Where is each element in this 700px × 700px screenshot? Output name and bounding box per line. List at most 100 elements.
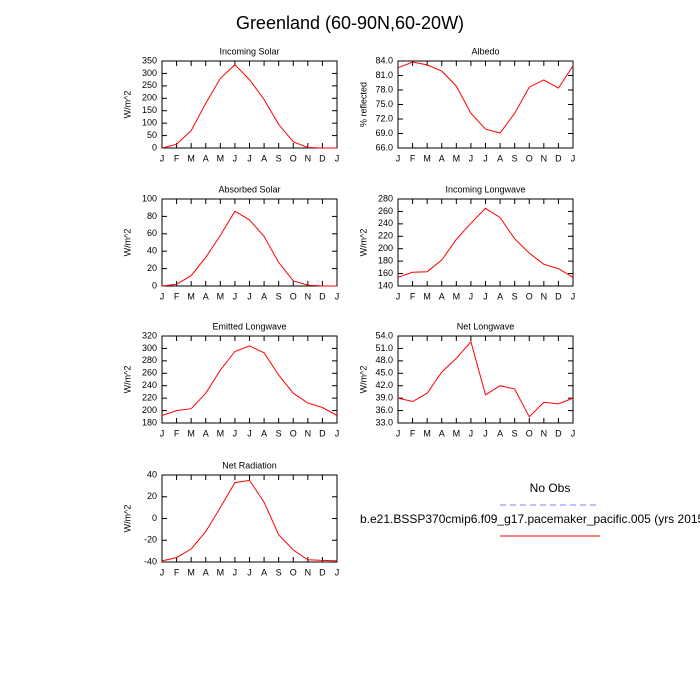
x-tick-label: J	[335, 567, 340, 577]
y-tick-label: 51.0	[375, 343, 393, 353]
y-tick-label: 69.0	[375, 128, 393, 138]
x-tick-label: J	[160, 428, 165, 438]
x-tick-label: J	[233, 567, 238, 577]
x-tick-label: F	[410, 153, 416, 163]
x-tick-label: A	[497, 153, 503, 163]
y-tick-label: 300	[142, 68, 157, 78]
x-tick-label: J	[571, 153, 576, 163]
y-tick-label: 75.0	[375, 99, 393, 109]
x-tick-label: F	[174, 567, 180, 577]
x-tick-label: A	[439, 428, 445, 438]
plot-frame	[397, 60, 574, 149]
x-tick-label: J	[571, 428, 576, 438]
x-tick-label: J	[247, 428, 252, 438]
y-tick-label: 200	[142, 405, 157, 415]
x-tick-label: J	[247, 291, 252, 301]
y-tick-label: 20	[147, 263, 157, 273]
y-tick-label: 45.0	[375, 368, 393, 378]
x-tick-label: F	[174, 291, 180, 301]
x-tick-label: A	[497, 291, 503, 301]
plot-frame	[397, 335, 574, 424]
x-tick-label: O	[290, 428, 297, 438]
y-tick-label: 280	[378, 193, 393, 203]
y-tick-label: 39.0	[375, 393, 393, 403]
y-tick-label: 48.0	[375, 355, 393, 365]
y-tick-label: 180	[142, 417, 157, 427]
y-tick-label: 160	[378, 268, 393, 278]
x-tick-label: F	[174, 153, 180, 163]
x-tick-label: A	[497, 428, 503, 438]
x-tick-label: S	[512, 291, 518, 301]
x-tick-label: J	[469, 428, 474, 438]
y-tick-label: 72.0	[375, 113, 393, 123]
x-tick-label: A	[439, 291, 445, 301]
y-tick-label: -20	[144, 535, 157, 545]
y-tick-label: 280	[142, 355, 157, 365]
x-tick-label: M	[187, 153, 195, 163]
x-tick-label: O	[290, 567, 297, 577]
y-tick-label: 250	[142, 80, 157, 90]
x-tick-label: M	[453, 428, 461, 438]
x-tick-label: M	[423, 428, 431, 438]
x-tick-label: O	[290, 153, 297, 163]
data-line	[161, 64, 337, 149]
x-tick-label: A	[203, 567, 209, 577]
x-tick-label: J	[247, 153, 252, 163]
y-tick-label: 42.0	[375, 380, 393, 390]
y-axis-label: W/m^2	[122, 229, 132, 257]
y-axis-label: W/m^2	[122, 91, 132, 119]
y-tick-label: 0	[152, 142, 157, 152]
x-tick-label: A	[261, 428, 267, 438]
y-tick-label: 240	[142, 380, 157, 390]
plot-frame	[397, 198, 574, 287]
y-axis-label: % reflected	[358, 82, 368, 127]
plot-frame	[161, 335, 338, 424]
x-tick-label: M	[187, 428, 195, 438]
x-tick-label: N	[305, 567, 312, 577]
y-tick-label: 260	[378, 206, 393, 216]
figure-title: Greenland (60-90N,60-20W)	[236, 13, 464, 33]
x-tick-label: J	[233, 291, 238, 301]
y-tick-label: 40	[147, 469, 157, 479]
y-tick-label: 54.0	[375, 330, 393, 340]
y-tick-label: 33.0	[375, 417, 393, 427]
x-tick-label: O	[290, 291, 297, 301]
y-tick-label: 220	[142, 393, 157, 403]
y-tick-label: 81.0	[375, 70, 393, 80]
x-tick-label: A	[439, 153, 445, 163]
panel-title: Net Radiation	[222, 460, 277, 470]
x-tick-label: S	[276, 567, 282, 577]
x-tick-label: A	[261, 291, 267, 301]
y-tick-label: 36.0	[375, 405, 393, 415]
y-tick-label: 140	[378, 280, 393, 290]
y-tick-label: 60	[147, 228, 157, 238]
y-tick-label: 200	[378, 243, 393, 253]
x-tick-label: A	[261, 567, 267, 577]
x-tick-label: S	[512, 428, 518, 438]
x-tick-label: S	[512, 153, 518, 163]
x-tick-label: F	[174, 428, 180, 438]
x-tick-label: D	[555, 291, 562, 301]
x-tick-label: A	[261, 153, 267, 163]
x-tick-label: J	[233, 153, 238, 163]
x-tick-label: M	[187, 567, 195, 577]
legend-label: b.e21.BSSP370cmip6.f09_g17.pacemaker_pac…	[360, 512, 700, 526]
plot-frame	[161, 474, 338, 563]
x-tick-label: M	[217, 567, 225, 577]
x-tick-label: J	[396, 428, 401, 438]
y-axis-label: W/m^2	[122, 505, 132, 533]
x-tick-label: J	[396, 153, 401, 163]
x-tick-label: N	[541, 428, 548, 438]
x-tick-label: M	[453, 291, 461, 301]
panel-title: Absorbed Solar	[218, 184, 280, 194]
x-tick-label: D	[319, 567, 326, 577]
data-line	[161, 479, 338, 562]
x-tick-label: N	[541, 153, 548, 163]
data-line	[397, 61, 574, 134]
x-tick-label: D	[319, 291, 326, 301]
x-tick-label: M	[217, 291, 225, 301]
data-line	[161, 345, 338, 416]
y-tick-label: 0	[152, 280, 157, 290]
x-tick-label: M	[187, 291, 195, 301]
